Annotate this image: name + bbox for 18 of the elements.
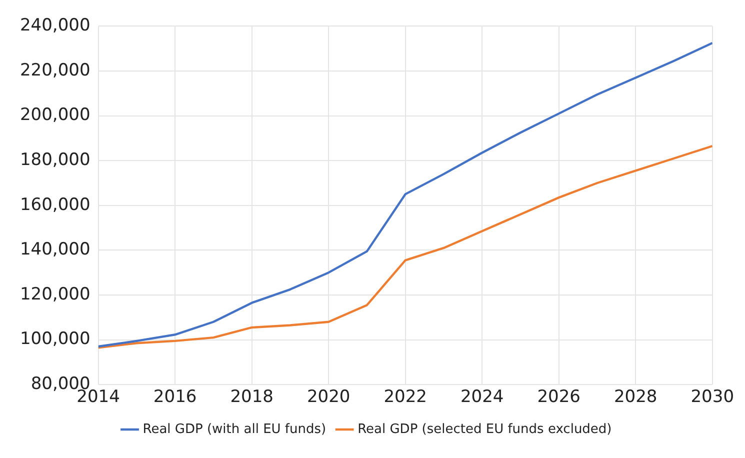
x-tick-label: 2016 [153,387,197,408]
legend-label: Real GDP (with all EU funds) [142,422,326,437]
y-tick-label: 240,000 [20,16,90,36]
x-tick-label: 2026 [537,387,580,408]
y-tick-label: 180,000 [20,150,90,170]
x-tick-label: 2018 [230,387,274,408]
y-tick-label: 100,000 [20,329,90,350]
y-tick-label: 140,000 [20,240,90,260]
y-tick-label: 220,000 [20,60,90,80]
x-tick-label: 2024 [460,387,504,408]
x-tick-label: 2020 [306,387,350,408]
x-tick-label: 2030 [690,387,734,408]
x-tick-label: 2028 [614,387,658,408]
y-tick-label: 120,000 [20,284,90,304]
y-tick-label: 160,000 [20,194,90,215]
x-tick-label: 2022 [384,387,427,408]
legend-label: Real GDP (selected EU funds excluded) [358,422,612,437]
y-tick-label: 200,000 [20,105,90,126]
